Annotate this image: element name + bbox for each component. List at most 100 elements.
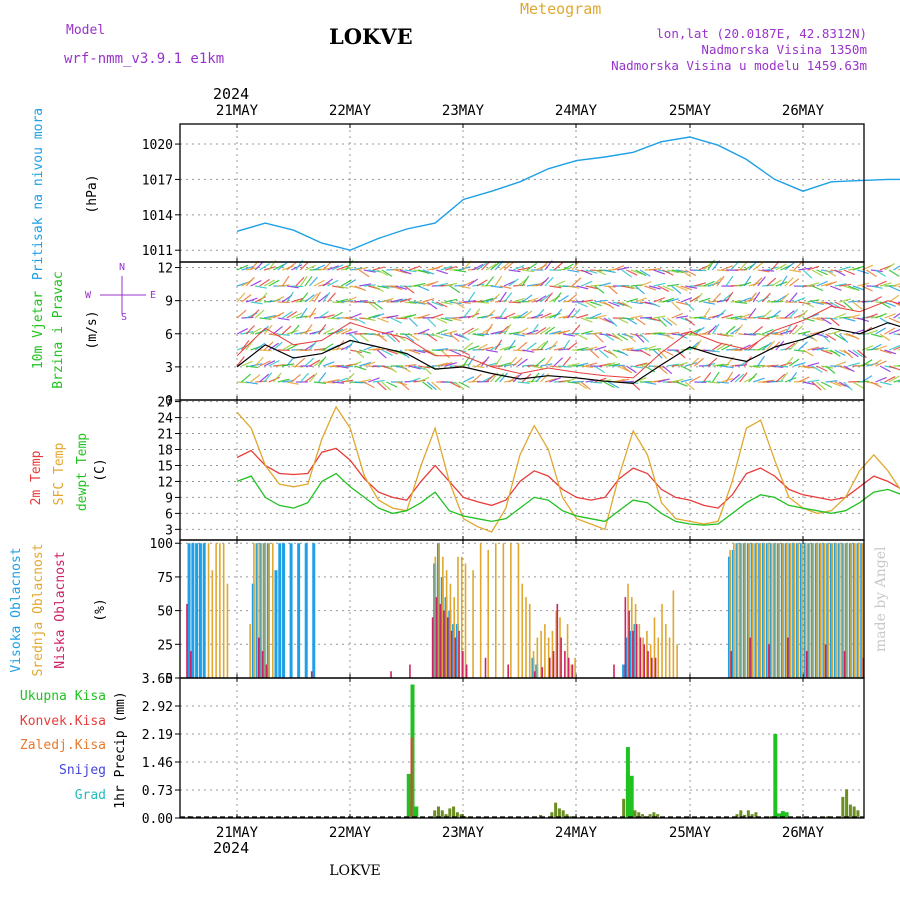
wind-barb (839, 283, 852, 287)
cloud-bar (556, 603, 559, 678)
wind-barb (268, 376, 280, 383)
wind-barb (617, 349, 629, 357)
wind-barb (535, 341, 546, 351)
wind-barb (531, 365, 544, 369)
wind-barb (761, 309, 772, 319)
temp2m-label: 2m Temp (29, 450, 44, 505)
wind-barb (875, 360, 887, 367)
wind-barb (445, 298, 458, 303)
wind-barb (657, 365, 668, 375)
wind-barb (811, 317, 824, 322)
wind-barb (539, 340, 549, 351)
wind-barb (802, 381, 815, 386)
wind-barb (426, 333, 438, 342)
cloud-bar (215, 543, 217, 678)
footer-station: LOKVE (329, 863, 381, 879)
wind-barb (367, 301, 379, 311)
wind-barb (779, 292, 790, 303)
wind-barb (440, 265, 453, 271)
wind-barb (653, 282, 666, 287)
wind-barb (884, 263, 895, 271)
precip-spike (406, 773, 411, 818)
wind-barb (748, 372, 758, 383)
day-label-top: 25MAY (669, 103, 712, 119)
wind-barb (639, 349, 651, 357)
wind-barb (395, 317, 408, 320)
wind-barb (408, 365, 421, 370)
wind-barb (843, 317, 856, 322)
wind-barb (829, 301, 841, 309)
wind-barb (354, 299, 367, 303)
wind-barb (689, 341, 700, 351)
wind-barb (707, 381, 720, 384)
cloud-bar (770, 543, 773, 678)
wind-barb (535, 357, 546, 367)
wind-barb (499, 345, 512, 351)
cloud-bar (831, 543, 833, 678)
wind-barb (490, 285, 503, 289)
wind-barb (829, 285, 842, 291)
wind-barb (839, 365, 851, 371)
cloud-bar (507, 664, 509, 678)
cloud-bar (676, 644, 678, 678)
dewpt-label: dewpt Temp (75, 433, 90, 511)
wind-barb (698, 297, 711, 303)
wind-barb (377, 285, 390, 289)
wind-barb (757, 276, 766, 287)
wind-barb (848, 300, 861, 303)
cloud-bar (536, 637, 539, 678)
wind-barb (453, 381, 465, 390)
wind-barb (825, 333, 837, 341)
wind-barb (888, 344, 900, 351)
precip-bar (826, 816, 830, 818)
wind-barb (404, 269, 417, 273)
wind-barb (322, 291, 331, 303)
wind-barb (739, 372, 748, 383)
wind-barb (626, 317, 638, 325)
wind-barb (879, 333, 891, 342)
wind-barb (517, 341, 528, 351)
wind-barb (376, 333, 388, 342)
wind-barb (481, 297, 494, 303)
wind-label-1: 10m Vjetar (31, 291, 46, 369)
wind-barb (508, 374, 519, 383)
wind-barb (843, 349, 854, 359)
wind-barb (816, 280, 828, 287)
wind-barb (263, 372, 273, 383)
wind-barb (440, 361, 453, 367)
model-elevation-text: Nadmorska Visina u modelu 1459.63m (611, 58, 867, 73)
cloud-bar (198, 543, 202, 678)
wind-barb (594, 314, 607, 319)
precip-legend-item: Konvek.Kisa (20, 714, 106, 729)
cloud-bar (805, 651, 808, 678)
day-label-top: 24MAY (555, 103, 598, 119)
wind-barb (508, 278, 519, 287)
precip-spike (625, 747, 630, 818)
model-label: Model (66, 23, 105, 38)
wind-barb (585, 269, 598, 274)
wind-barb (268, 279, 280, 287)
cloud-bar (551, 630, 554, 678)
wind-barb (404, 301, 417, 305)
wind-barb (843, 285, 856, 290)
wind-barb (318, 311, 329, 319)
wind-barb (304, 374, 315, 383)
wind-barb (308, 307, 317, 319)
wind-barb (725, 371, 734, 383)
wind-barb (761, 341, 772, 351)
wind-barb (363, 284, 376, 287)
wind-barb (567, 293, 578, 303)
wind-barb (472, 373, 482, 383)
wind-barb (811, 269, 823, 277)
wind-barb (395, 333, 406, 342)
y-tick-label: 6 (165, 507, 173, 522)
wind-barb (779, 275, 788, 287)
wind-barb (250, 301, 263, 305)
cloud-bar (804, 543, 807, 678)
wind-barb (567, 308, 576, 319)
wind-barb (399, 314, 412, 319)
wind-barb (702, 372, 712, 383)
wind-barb (675, 285, 688, 292)
wind-barb (408, 349, 421, 355)
conv-spike (410, 737, 413, 818)
